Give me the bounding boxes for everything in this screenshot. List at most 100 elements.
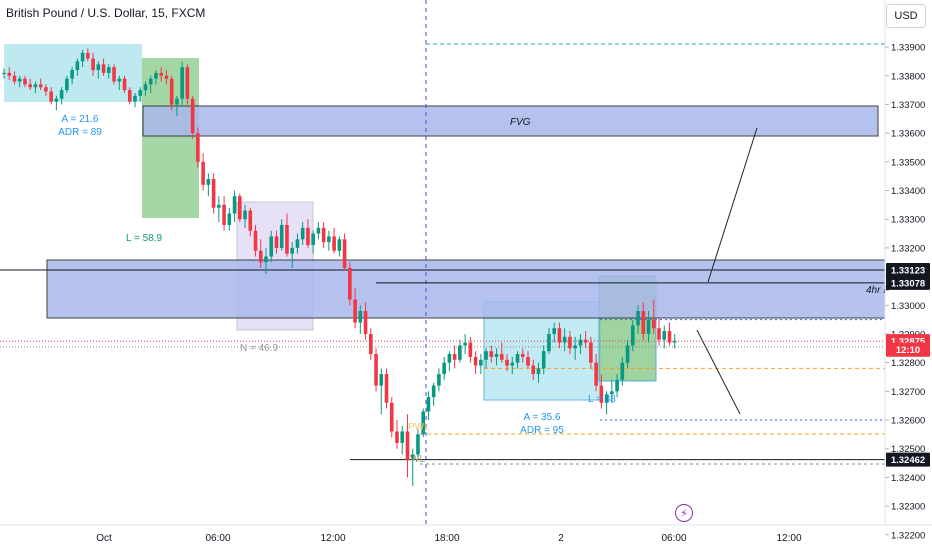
candle-body xyxy=(101,64,106,73)
candle-body xyxy=(300,227,305,240)
candle-body xyxy=(468,342,473,357)
fvg-zone-upper xyxy=(142,105,879,137)
candle-body xyxy=(253,230,258,251)
candle-body xyxy=(458,345,462,360)
candle-body xyxy=(463,342,467,346)
candle-body xyxy=(274,236,279,248)
candle-body xyxy=(23,78,27,85)
adr-day1: ADR = 89 xyxy=(58,127,102,138)
candle-body xyxy=(337,239,342,251)
fvg-zone-4hr xyxy=(46,259,886,319)
candle-body xyxy=(49,91,53,102)
candle-body xyxy=(620,362,625,380)
projection-line-up xyxy=(707,127,758,283)
price-tick-label: 1.33800 xyxy=(891,71,925,82)
candle-body xyxy=(117,78,122,82)
candle-body xyxy=(353,299,357,323)
price-tick-label: 1.32500 xyxy=(891,444,925,455)
candle-body xyxy=(526,356,530,366)
candle-body xyxy=(75,61,80,71)
candle-body xyxy=(552,328,556,334)
candle-body xyxy=(379,374,384,386)
price-tick-label: 1.33400 xyxy=(891,186,925,197)
candle-body xyxy=(59,90,64,99)
price-tick-label: 1.32600 xyxy=(891,416,925,427)
candle-body xyxy=(667,331,672,343)
candle-body xyxy=(342,239,347,268)
time-tick-label: 12:00 xyxy=(776,533,801,544)
candle-body xyxy=(646,319,651,334)
candle-body xyxy=(500,354,504,360)
candle-body xyxy=(405,431,410,461)
candle-body xyxy=(38,84,43,88)
candles xyxy=(2,48,677,487)
candle-body xyxy=(363,311,368,334)
candle-body xyxy=(562,336,567,343)
currency-button[interactable]: USD xyxy=(886,4,926,28)
price-badge-label: 12:10 xyxy=(896,345,920,356)
candle-body xyxy=(54,98,59,102)
price-tick-label: 1.32400 xyxy=(891,473,925,484)
candle-body xyxy=(594,362,598,386)
candle-body xyxy=(536,368,541,375)
price-badge-label: 1.32875 xyxy=(891,337,926,348)
candle-body xyxy=(583,339,588,343)
asia-range-day2: A = 35.6 xyxy=(524,412,561,423)
candle-body xyxy=(589,342,593,363)
candle-body xyxy=(431,385,436,398)
candle-body xyxy=(520,354,525,357)
candle-body xyxy=(321,227,326,243)
candle-body xyxy=(86,52,90,59)
price-tick-label: 1.33000 xyxy=(891,301,925,312)
candle-body xyxy=(327,236,331,243)
candle-body xyxy=(248,210,253,231)
candle-body xyxy=(12,75,17,82)
price-tick-label: 1.33200 xyxy=(891,243,925,254)
price-badge xyxy=(886,275,930,290)
price-tick-label: 1.33500 xyxy=(891,157,925,168)
wl-label: WL xyxy=(410,454,425,465)
candle-body xyxy=(112,67,116,82)
candle-body xyxy=(332,236,336,251)
candle-body xyxy=(531,365,536,375)
candle-body xyxy=(479,359,483,366)
candle-body xyxy=(96,64,101,71)
price-tick-label: 1.33600 xyxy=(891,129,925,140)
price-badge xyxy=(886,262,930,277)
candle-body xyxy=(258,250,263,263)
candle-body xyxy=(316,227,321,234)
london-range-day2: L = 38 xyxy=(588,394,616,405)
candle-body xyxy=(269,236,274,257)
time-tick-label: 12:00 xyxy=(320,533,345,544)
candle-body xyxy=(70,70,74,79)
price-tick-label: 1.33300 xyxy=(891,215,925,226)
candle-body xyxy=(243,210,247,220)
time-tick-label: 06:00 xyxy=(205,533,230,544)
candle-body xyxy=(44,87,48,92)
candle-body xyxy=(306,227,310,246)
candle-body xyxy=(143,84,148,91)
lightning-icon[interactable]: ⚡ xyxy=(675,504,693,522)
candle-body xyxy=(201,161,205,185)
candle-body xyxy=(662,331,667,340)
candle-body xyxy=(510,362,515,366)
candle-body xyxy=(348,267,352,300)
candle-body xyxy=(217,204,221,208)
candle-body xyxy=(395,431,399,443)
time-tick-label: 18:00 xyxy=(434,533,459,544)
candle-body xyxy=(196,133,200,162)
candle-body xyxy=(541,351,546,369)
adr-day2: ADR = 95 xyxy=(520,425,564,436)
candle-body xyxy=(148,78,153,85)
candle-body xyxy=(285,224,289,254)
candle-body xyxy=(599,385,604,403)
candle-body xyxy=(651,319,656,329)
candle-body xyxy=(494,354,499,357)
candle-body xyxy=(227,213,232,225)
candle-body xyxy=(389,402,394,432)
price-tick-label: 1.32200 xyxy=(891,530,925,541)
fourhr-fvg-label: 4hr F xyxy=(866,285,890,296)
candle-body xyxy=(615,379,619,392)
candle-body xyxy=(636,311,640,326)
